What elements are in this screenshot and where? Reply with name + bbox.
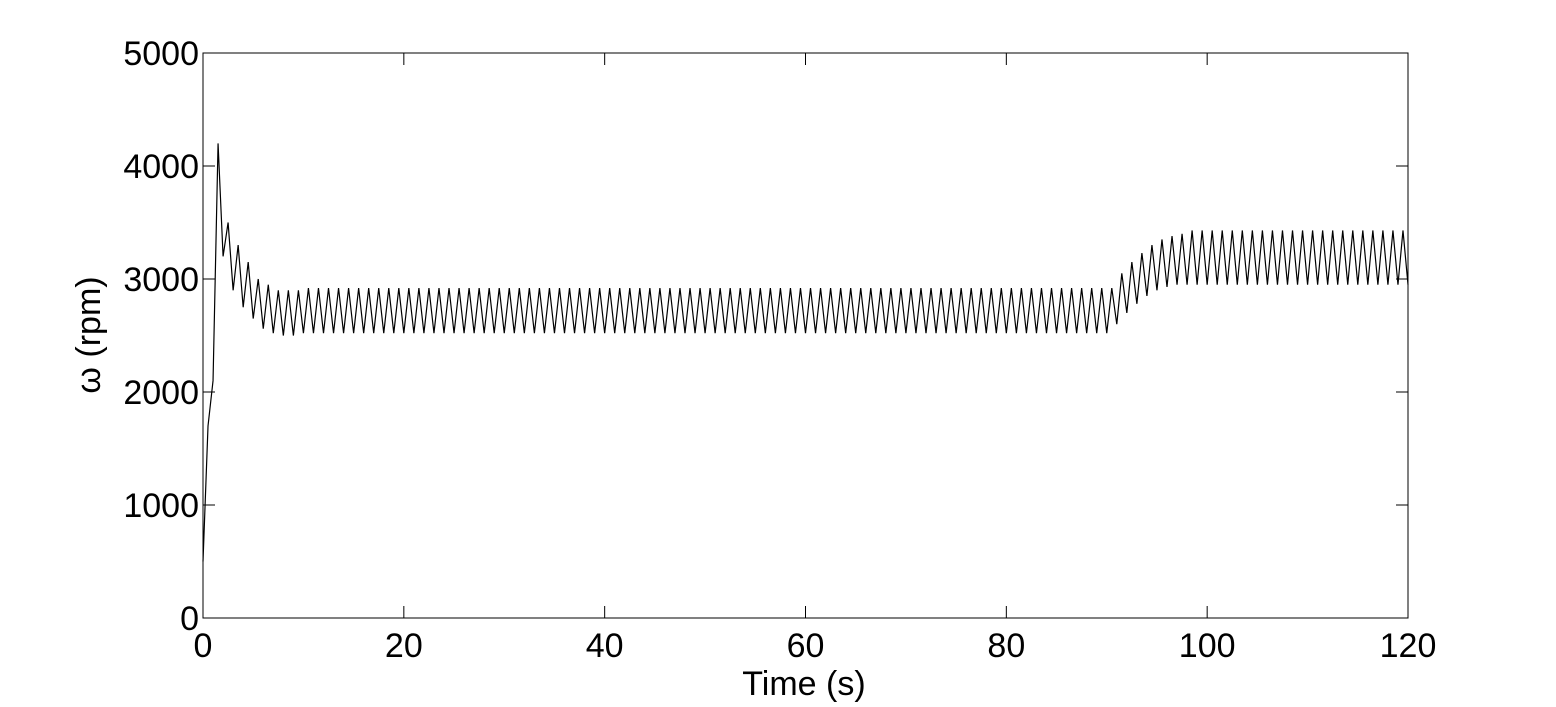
x-tick-label: 120 — [1380, 627, 1437, 665]
y-axis-label: ω (rpm) — [70, 276, 108, 393]
x-tick-label: 80 — [987, 627, 1025, 665]
y-tick-label: 3000 — [123, 261, 199, 299]
y-tick-label: 0 — [180, 600, 199, 638]
x-axis-label: Time (s) — [742, 665, 865, 703]
y-tick-label: 2000 — [123, 374, 199, 412]
x-tick-label: 60 — [787, 627, 825, 665]
y-tick-label: 4000 — [123, 148, 199, 186]
plot-frame — [202, 52, 1409, 619]
x-tick-label: 20 — [385, 627, 423, 665]
x-tick-label: 0 — [194, 627, 213, 665]
y-tick-label: 5000 — [123, 35, 199, 73]
x-tick-label: 40 — [586, 627, 624, 665]
y-tick-label: 1000 — [123, 487, 199, 525]
data-line — [202, 143, 1409, 562]
x-tick-label: 100 — [1179, 627, 1236, 665]
